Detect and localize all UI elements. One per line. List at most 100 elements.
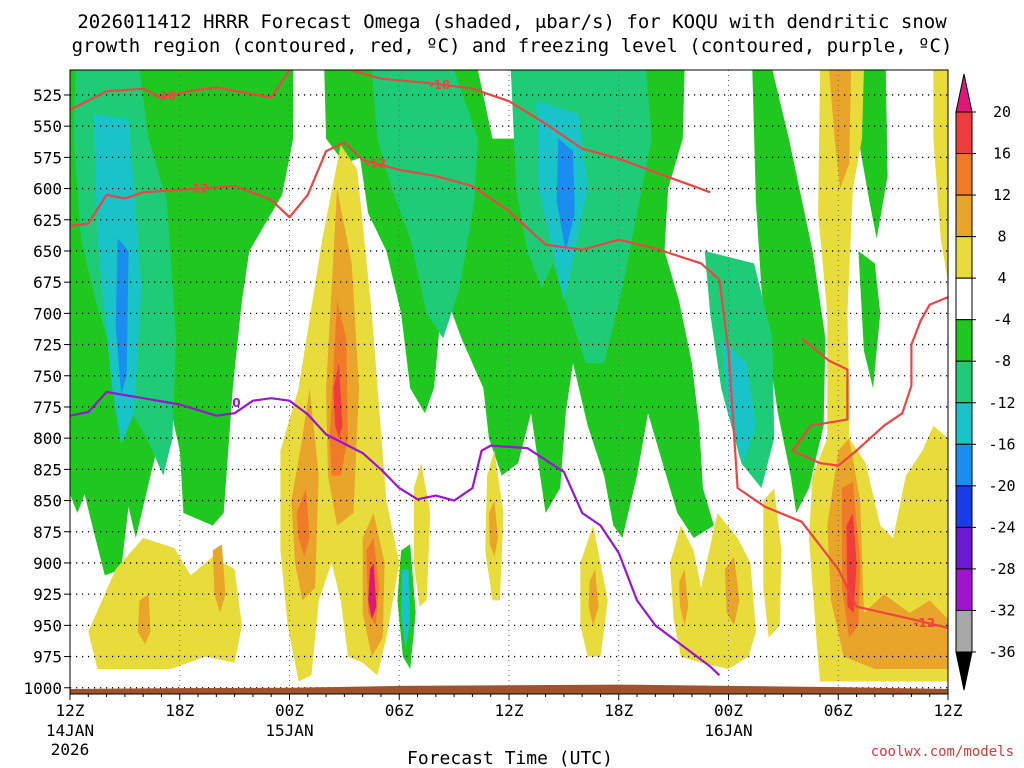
contour-label-m18-a: -18 [154,89,176,103]
contour-line-0 [70,70,291,111]
terrain-fill [70,684,948,694]
omega-core-descent-15jan-d [333,363,343,439]
colorbar-bin-5 [955,277,973,321]
colorbar-label-5: -4 [993,311,1011,329]
y-tick-label-850: 850 [33,492,62,511]
contour-line-1-b [791,296,948,467]
colorbar-bin-2 [955,153,973,196]
colorbar-bin-12 [955,568,973,611]
colorbar-label-4: 4 [997,269,1006,287]
contour-label-m18-b: -18 [429,78,451,92]
contour-label-0: 0 [232,396,240,410]
contour-label-m12-c: -12 [913,616,935,630]
y-tick-label-700: 700 [33,304,62,323]
colorbar-bin-7 [955,360,973,404]
y-tick-label-750: 750 [33,367,62,386]
contour-line-0-b [349,70,711,194]
omega-core-descent-15jan-max [368,563,377,620]
contour-label-m12-b: -12 [365,157,387,171]
y-tick-label-675: 675 [33,273,62,292]
colorbar-label-12: -32 [988,601,1015,619]
colorbar-bin-10 [955,485,973,528]
omega-core-descent-small-b [488,500,498,557]
y-tick-label-625: 625 [33,211,62,230]
y-tick-label-525: 525 [33,86,62,105]
colorbar-label-9: -20 [988,477,1015,495]
x-tick-label-7: 06Z [824,701,853,720]
colorbar-bin-8 [955,402,973,445]
omega-region-descent-low-14jan [88,538,242,669]
omega-core-descent-small-c [588,569,599,626]
colorbar-bin-4 [955,236,973,279]
y-tick-label-950: 950 [33,616,62,635]
y-tick-label-1000: 1000 [23,679,62,698]
y-tick-label-550: 550 [33,117,62,136]
y-tick-label-800: 800 [33,429,62,448]
colorbar-label-8: -16 [988,435,1015,453]
omega-core-descent-low-16jan-a [679,569,689,626]
colorbar-bin-11 [955,526,973,570]
colorbar-label-11: -28 [988,560,1015,578]
x-tick-label-2: 00Z [275,701,304,720]
contour-line-2 [70,390,721,677]
colorbar-bin-6 [955,319,973,362]
omega-region-ascent-15jan-top [324,70,361,164]
colorbar-bin-9 [955,443,973,487]
x-tick-date-2: 15JAN [265,721,313,740]
colorbar-label-7: -12 [988,394,1015,412]
omega-core-descent-16jan-max [846,513,857,613]
colorbar-bin-1 [955,111,973,155]
colorbar-bottom-triangle [955,651,973,691]
chart-title-line1: 2026011412 HRRR Forecast Omega (shaded, … [77,11,947,33]
y-tick-label-725: 725 [33,336,62,355]
omega-core-descent-low-16jan-b [724,556,740,626]
contour-labels: -18 -18 -12 -12 -12 0 [154,78,935,630]
omega-core-descent-low-small [212,544,226,613]
x-tick-label-3: 06Z [385,701,414,720]
chart-title-line2: growth region (contoured, red, ºC) and f… [72,35,953,57]
y-axis: 525 550 575 600 625 650 675 700 725 750 775 800 825 8… [23,86,70,698]
x-tick-label-0: 12Z [56,701,85,720]
colorbar-top-triangle [955,73,973,113]
omega-core-descent-16jan-top [829,70,852,189]
y-tick-label-875: 875 [33,523,62,542]
omega-core-ascent-15jan-am [371,70,478,339]
x-axis-title: Forecast Time (UTC) [407,748,613,768]
colorbar-label-6: -8 [993,352,1011,370]
y-tick-label-600: 600 [33,180,62,199]
omega-core-ascent-15jan-blue [556,138,575,251]
omega-core-descent-low-14jan [137,594,151,645]
omega-region-descent-low-16jan [670,513,756,669]
omega-region-ascent-small [858,251,881,389]
colorbar-bin-13 [955,609,973,653]
x-tick-label-6: 00Z [714,701,743,720]
colorbar-label-2: 12 [993,186,1011,204]
y-tick-label-900: 900 [33,554,62,573]
terrain-band [70,684,948,694]
temperature-contours [70,70,948,677]
y-tick-label-575: 575 [33,148,62,167]
colorbar-label-0: 20 [993,103,1011,121]
omega-region-descent-edge [933,70,948,283]
colorbar: 20 16 12 8 4 -4 -8 -12 -16 -20 -24 -28 -32 -36 [955,73,1016,691]
colorbar-label-10: -24 [988,518,1015,536]
colorbar-label-3: 8 [997,228,1006,246]
y-tick-label-650: 650 [33,242,62,261]
omega-core-descent-15jan-e [296,488,310,557]
x-tick-date-6: 16JAN [704,721,752,740]
omega-core-ascent-14jan-blue [115,238,129,395]
x-tick-label-1: 18Z [165,701,194,720]
contour-label-m12-a: -12 [187,182,209,196]
plot-area: -18 -18 -12 -12 -12 0 [69,69,949,695]
omega-core-small-06z-cyan [401,569,411,651]
grid-lines [70,70,948,694]
colorbar-bin-3 [955,194,973,238]
colorbar-label-13: -36 [988,643,1015,661]
x-tick-label-8: 12Z [934,701,963,720]
omega-region-ascent-16jan [752,70,826,513]
y-tick-label-775: 775 [33,398,62,417]
x-tick-date-0: 14JAN [46,721,94,740]
colorbar-label-1: 16 [993,145,1011,163]
